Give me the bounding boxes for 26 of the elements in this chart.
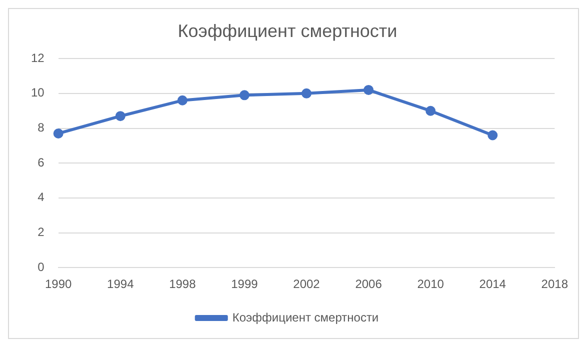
x-tick-label: 2006	[355, 277, 382, 292]
x-tick-label: 1994	[107, 277, 134, 292]
y-tick-label: 6	[38, 155, 45, 170]
x-tick-label: 2014	[479, 277, 506, 292]
y-tick-label: 12	[30, 50, 45, 65]
y-tick-label: 8	[38, 120, 45, 135]
point	[177, 95, 188, 106]
legend-label: Коэффициент смертности	[232, 310, 379, 324]
x-tick-label: 2002	[293, 277, 320, 292]
point	[302, 88, 312, 98]
y-tick-label: 4	[38, 190, 45, 204]
point	[426, 106, 436, 116]
chart-title: Коэффициент смертности	[178, 20, 398, 41]
point	[239, 90, 250, 100]
point	[488, 130, 498, 140]
x-tick-label: 1990	[44, 277, 72, 292]
point	[364, 84, 374, 95]
x-tick-label: 1998	[169, 277, 196, 292]
point	[53, 128, 64, 138]
x-tick-label: 1999	[231, 277, 258, 292]
x-tick-label: 2018	[541, 277, 568, 292]
y-tick-label: 10	[30, 86, 45, 100]
y-tick-label: 0	[38, 260, 45, 274]
point	[115, 111, 126, 122]
x-tick-label: 2010	[417, 277, 444, 292]
y-tick-label: 2	[38, 225, 45, 240]
